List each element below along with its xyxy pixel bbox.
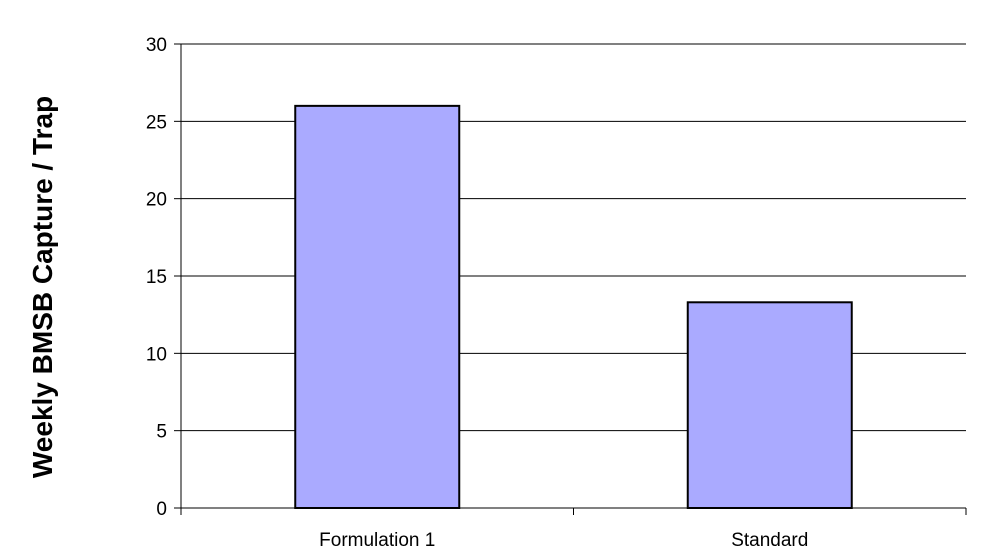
axes	[174, 43, 967, 515]
y-tick-label: 10	[146, 344, 167, 365]
bars	[294, 104, 853, 509]
y-tick-labels: 0 5 10 15 20 25 30	[146, 35, 167, 520]
y-tick-label: 20	[146, 190, 167, 211]
y-tick-label: 25	[146, 112, 167, 133]
y-tick-label: 30	[146, 35, 167, 56]
y-tick-label: 0	[156, 499, 167, 520]
x-category-labels: Formulation 1 Standard	[319, 530, 808, 551]
x-category-label: Standard	[731, 530, 808, 551]
x-category-label: Formulation 1	[319, 530, 435, 551]
bar-standard	[686, 301, 853, 509]
y-tick-label: 15	[146, 267, 167, 288]
y-tick-label: 5	[156, 422, 167, 443]
bar-formulation-1	[294, 104, 461, 509]
y-axis-title: Weekly BMSB Capture / Trap	[27, 96, 58, 478]
